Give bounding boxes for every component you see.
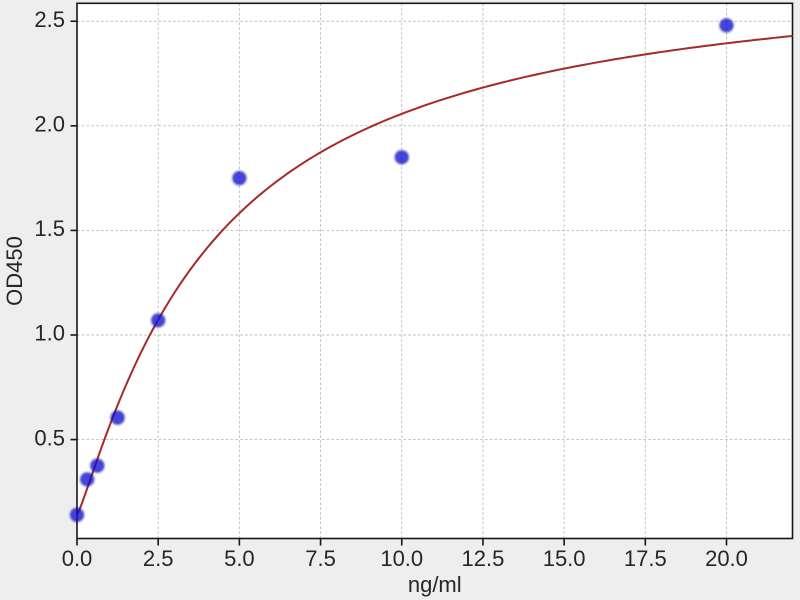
svg-text:OD450: OD450 — [2, 236, 27, 306]
svg-text:2.5: 2.5 — [34, 7, 65, 32]
svg-text:1.0: 1.0 — [34, 321, 65, 346]
svg-text:15.0: 15.0 — [543, 546, 586, 571]
svg-text:0.5: 0.5 — [34, 425, 65, 450]
svg-text:0.0: 0.0 — [62, 546, 93, 571]
svg-text:5.0: 5.0 — [224, 546, 255, 571]
svg-text:12.5: 12.5 — [462, 546, 505, 571]
svg-text:17.5: 17.5 — [624, 546, 667, 571]
svg-text:2.5: 2.5 — [143, 546, 174, 571]
svg-text:ng/ml: ng/ml — [408, 572, 462, 597]
svg-text:10.0: 10.0 — [380, 546, 423, 571]
svg-text:1.5: 1.5 — [34, 216, 65, 241]
svg-text:7.5: 7.5 — [305, 546, 336, 571]
svg-text:2.0: 2.0 — [34, 112, 65, 137]
svg-text:20.0: 20.0 — [705, 546, 748, 571]
